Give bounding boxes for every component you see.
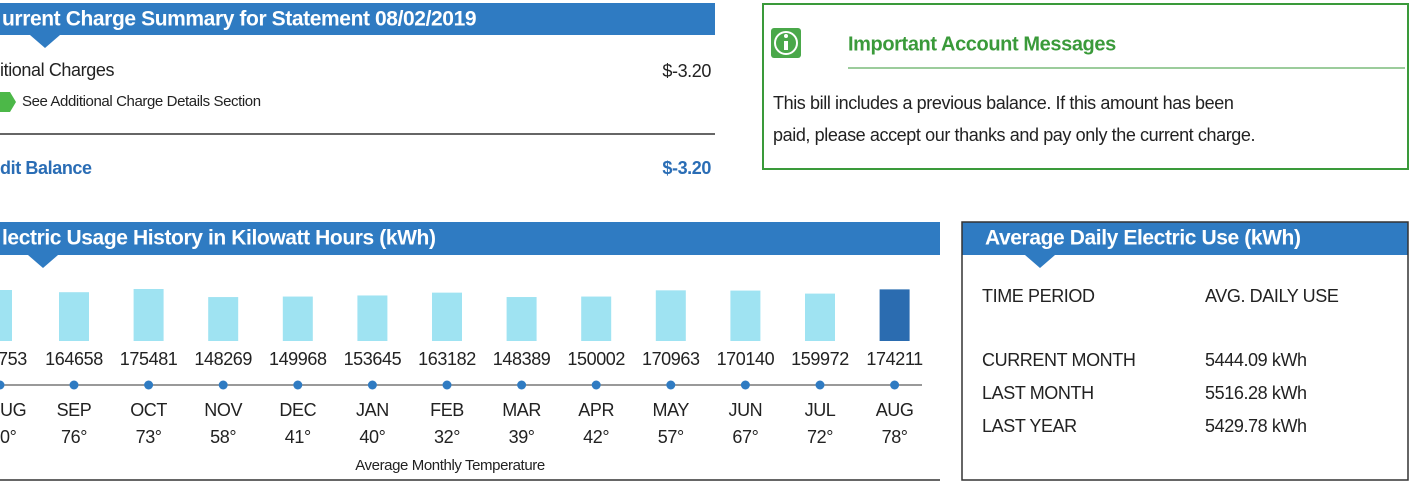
period-label: LAST YEAR: [982, 416, 1077, 436]
info-icon-i: [784, 41, 788, 50]
header-notch: [30, 35, 60, 48]
usage-bar: [730, 290, 761, 341]
usage-bar: [879, 289, 910, 341]
item-amount: $-3.20: [662, 61, 711, 81]
timeline-dot: [69, 380, 79, 390]
timeline-dot: [442, 380, 452, 390]
month-label: SEP: [57, 400, 92, 420]
usage-value: 150002: [567, 349, 625, 369]
column-header: TIME PERIOD: [982, 286, 1095, 306]
usage-bar: [357, 295, 388, 341]
message-title: Important Account Messages: [848, 33, 1116, 55]
period-value: 5429.78 kWh: [1205, 416, 1307, 436]
month-label: OCT: [130, 400, 167, 420]
usage-value: 148269: [194, 349, 252, 369]
partial-month: UG: [0, 400, 26, 420]
usage-value: 153645: [344, 349, 402, 369]
usage-bar: [208, 297, 239, 341]
timeline-dot: [815, 380, 825, 390]
info-icon-dot: [784, 34, 788, 38]
usage-value: 175481: [120, 349, 178, 369]
temp-label: 57°: [658, 427, 684, 447]
month-label: APR: [578, 400, 614, 420]
partial-bar: [0, 290, 12, 341]
temp-label: 73°: [136, 427, 162, 447]
usage-bar: [581, 296, 612, 341]
temp-label: 42°: [583, 427, 609, 447]
temp-label: 41°: [285, 427, 311, 447]
column-header: AVG. DAILY USE: [1205, 286, 1339, 306]
month-label: DEC: [279, 400, 316, 420]
header-bar: [0, 3, 715, 35]
usage-value: 149968: [269, 349, 327, 369]
item-note: See Additional Charge Details Section: [22, 93, 261, 110]
usage-value: 170140: [717, 349, 775, 369]
usage-value: 170963: [642, 349, 700, 369]
month-label: JUL: [805, 400, 836, 420]
period-label: CURRENT MONTH: [982, 350, 1135, 370]
info-icon: [774, 31, 798, 55]
item-label: itional Charges: [0, 60, 114, 80]
usage-bar: [59, 292, 89, 341]
header-bar: [962, 222, 1408, 255]
usage-value: 164658: [45, 349, 103, 369]
timeline-dot: [293, 380, 303, 390]
message-box: [762, 3, 1409, 170]
usage-bar: [133, 289, 164, 341]
timeline-dot: [890, 380, 900, 390]
arrow-icon: [0, 92, 16, 112]
timeline-dot: [740, 380, 750, 390]
usage-value: 148389: [493, 349, 551, 369]
message-line: This bill includes a previous balance. I…: [773, 93, 1233, 113]
month-label: MAR: [502, 400, 541, 420]
timeline-dot: [0, 380, 5, 390]
average-title: Average Daily Electric Use (kWh): [985, 227, 1301, 250]
month-label: FEB: [430, 400, 464, 420]
timeline-dot: [218, 380, 228, 390]
usage-bar: [805, 293, 835, 341]
month-label: NOV: [204, 400, 242, 420]
temp-label: 78°: [882, 427, 908, 447]
summary-title: urrent Charge Summary for Statement 08/0…: [2, 8, 476, 31]
usage-caption: Average Monthly Temperature: [355, 457, 545, 474]
usage-value: 174211: [866, 349, 923, 369]
header-notch: [28, 255, 58, 268]
month-label: JUN: [728, 400, 762, 420]
temp-label: 67°: [732, 427, 758, 447]
timeline-dot: [591, 380, 601, 390]
period-value: 5516.28 kWh: [1205, 383, 1307, 403]
total-label: dit Balance: [0, 158, 92, 178]
usage-bar: [282, 296, 313, 341]
partial-value: 753: [0, 349, 27, 369]
usage-bar: [655, 290, 686, 341]
temp-label: 72°: [807, 427, 833, 447]
month-label: JAN: [356, 400, 389, 420]
timeline-dot: [666, 380, 676, 390]
header-notch: [1025, 255, 1055, 268]
average-box: [961, 221, 1409, 481]
timeline-dot: [144, 380, 154, 390]
temp-label: 58°: [210, 427, 236, 447]
month-label: AUG: [876, 400, 914, 420]
message-line: paid, please accept our thanks and pay o…: [773, 125, 1255, 145]
temp-label: 76°: [61, 427, 87, 447]
temp-label: 40°: [359, 427, 385, 447]
header-bar: [0, 222, 940, 255]
usage-title: lectric Usage History in Kilowatt Hours …: [2, 227, 436, 250]
timeline-dot: [517, 380, 527, 390]
usage-bar: [432, 292, 462, 341]
usage-value: 159972: [791, 349, 849, 369]
month-label: MAY: [653, 400, 690, 420]
partial-temp: 0°: [0, 427, 17, 447]
period-value: 5444.09 kWh: [1205, 350, 1307, 370]
temp-label: 39°: [509, 427, 535, 447]
usage-bar: [506, 297, 537, 341]
total-amount: $-3.20: [662, 158, 711, 178]
period-label: LAST MONTH: [982, 383, 1094, 403]
usage-value: 163182: [418, 349, 476, 369]
timeline-dot: [367, 380, 377, 390]
temp-label: 32°: [434, 427, 460, 447]
